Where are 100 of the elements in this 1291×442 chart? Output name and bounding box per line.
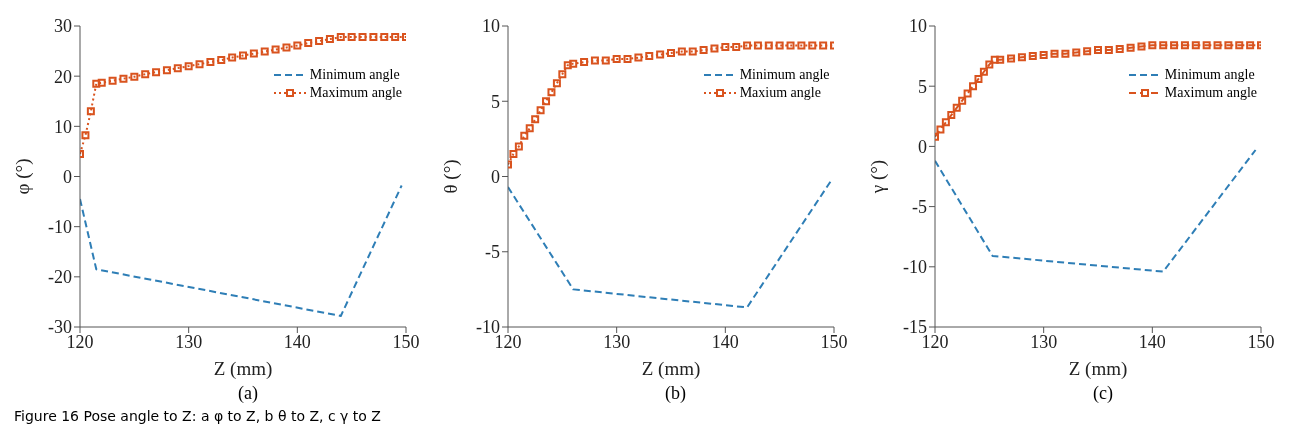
point [633,53,642,62]
point [119,74,128,83]
point [1159,41,1168,50]
point [130,72,139,81]
x-axis-title: Z (mm) [213,358,273,380]
legend-label: Maximum angle [309,85,402,101]
point [677,47,686,56]
point [699,46,708,55]
point [380,33,389,42]
point [963,89,972,98]
point [623,55,632,64]
point [1115,44,1124,53]
point [173,64,182,73]
point [996,55,1005,64]
point [655,50,664,59]
y-tick-label: -10 [903,257,927,278]
point [1072,48,1081,57]
x-tick-label: 150 [820,331,847,352]
line-series [80,184,403,317]
y-tick-label: 0 [63,166,72,187]
y-tick-label: 30 [54,16,72,37]
text: (b) [664,383,687,404]
y-tick-label: -5 [912,196,927,217]
point [974,74,983,83]
x-tick-label: 140 [711,331,739,352]
x-tick-label: 130 [602,331,630,352]
point [1039,50,1048,59]
y-axis-title: φ (°) [11,158,34,195]
point [1050,49,1059,58]
point [141,70,150,79]
point [958,96,967,105]
legend-label: Maxium angle [739,85,821,101]
point [590,56,599,65]
point [1224,41,1233,50]
y-axis-title: θ (°) [439,159,462,194]
point [807,41,816,50]
point [97,78,106,87]
point [644,52,653,61]
point [325,35,334,44]
point [979,67,988,76]
point [1137,42,1146,51]
legend-label: Maximum angle [1164,85,1257,101]
point [260,47,269,56]
point [579,58,588,67]
line-series [507,178,833,309]
y-tick-label: 10 [909,16,927,37]
point [1083,47,1092,56]
point [391,33,400,42]
point [688,47,697,56]
y-tick-label: 20 [54,66,72,87]
y-tick-label: 5 [490,91,500,112]
point [546,88,555,97]
point [969,82,978,91]
y-axis-title: γ (°) [866,159,889,195]
point [1028,52,1037,61]
y-tick-label: 10 [54,116,72,137]
point [1191,41,1200,50]
point [525,124,534,133]
y-tick-label: -20 [48,267,72,288]
point [941,118,950,127]
x-tick-label: 150 [1247,331,1275,352]
point [271,45,280,54]
point [1235,41,1244,50]
point [990,55,999,64]
point [1148,41,1157,50]
point [720,43,729,52]
point [514,142,523,151]
point [217,56,226,65]
y-tick-label: -5 [484,242,500,263]
point [796,41,805,50]
point [666,49,675,58]
point [936,125,945,134]
point [1170,41,1179,50]
point [568,59,577,68]
point [1202,41,1211,50]
point [1104,46,1113,55]
point [152,68,161,77]
point [228,53,237,62]
x-tick-label: 150 [392,331,420,352]
point [184,62,193,71]
point [81,131,90,140]
point [536,106,545,115]
point [1213,41,1222,50]
point [952,103,961,112]
point [764,41,773,50]
legend-label: Minimum angle [309,67,400,83]
point [601,56,610,65]
point [563,61,572,70]
point [293,41,302,50]
point [786,41,795,50]
x-tick-label: 140 [283,331,311,352]
point [612,55,621,64]
point [336,33,345,42]
point [239,51,247,60]
point [557,70,566,79]
point [552,79,561,88]
point [304,39,313,48]
point [530,115,539,124]
point [508,149,517,158]
point [947,111,956,120]
